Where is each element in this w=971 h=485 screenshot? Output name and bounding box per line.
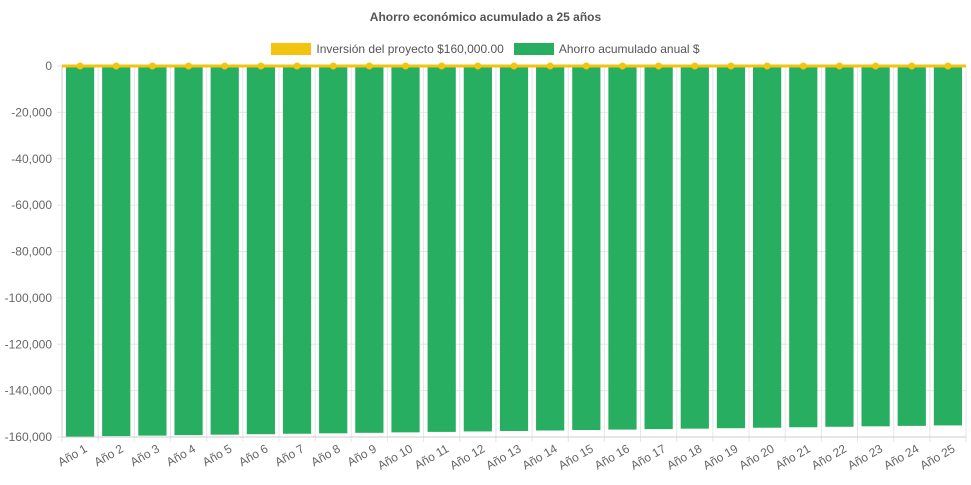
y-tick-label: -140,000	[5, 384, 53, 398]
x-tick-label: Año 25	[917, 441, 957, 472]
bar	[680, 66, 709, 429]
line-point	[727, 62, 735, 70]
legend-label-savings: Ahorro acumulado anual $	[558, 42, 700, 56]
x-tick-label: Año 13	[484, 441, 524, 472]
bar	[644, 66, 673, 430]
x-tick-label: Año 18	[664, 441, 704, 472]
line-point	[221, 62, 229, 70]
legend: Inversión del proyecto $160,000.00 Ahorr…	[0, 42, 971, 56]
bar	[65, 66, 95, 437]
line-point	[112, 62, 120, 70]
x-tick-label: Año 5	[200, 441, 234, 469]
legend-item-investment[interactable]: Inversión del proyecto $160,000.00	[271, 42, 504, 56]
x-tick-label: Año 2	[92, 441, 126, 469]
x-tick-label: Año 20	[737, 441, 777, 472]
y-tick-label: -20,000	[11, 105, 52, 119]
line-point	[185, 62, 193, 70]
line-point	[257, 62, 265, 70]
line-point	[293, 62, 301, 70]
bar	[355, 66, 384, 433]
x-tick-label: Año 14	[520, 441, 560, 472]
bar	[174, 66, 203, 436]
y-tick-label: -60,000	[11, 198, 52, 212]
bar	[391, 66, 420, 433]
bar	[210, 66, 239, 435]
line-point	[329, 62, 337, 70]
legend-swatch-investment	[271, 43, 312, 55]
line-point	[365, 62, 373, 70]
line-point	[148, 62, 156, 70]
line-point	[618, 62, 626, 70]
line-point	[655, 62, 663, 70]
bar	[102, 66, 131, 437]
bar	[319, 66, 348, 434]
line-point	[763, 62, 771, 70]
bar	[608, 66, 637, 430]
x-tick-label: Año 1	[55, 441, 89, 469]
x-tick-label: Año 12	[447, 441, 487, 472]
y-tick-label: -120,000	[5, 337, 53, 351]
chart-title: Ahorro económico acumulado a 25 años	[369, 10, 602, 24]
x-tick-label: Año 7	[272, 441, 306, 469]
x-tick-label: Año 10	[375, 441, 415, 472]
x-tick-label: Año 23	[845, 441, 885, 472]
y-tick-label: 0	[45, 59, 52, 73]
x-tick-label: Año 11	[412, 441, 451, 472]
x-tick-label: Año 15	[556, 441, 596, 472]
x-tick-label: Año 17	[628, 441, 668, 472]
y-tick-label: -40,000	[11, 152, 52, 166]
line-point	[438, 62, 446, 70]
x-tick-label: Año 9	[345, 441, 379, 469]
bar	[282, 66, 312, 434]
bar	[463, 66, 492, 432]
line-point	[474, 62, 482, 70]
bar	[427, 66, 456, 432]
y-tick-label: -100,000	[5, 291, 53, 305]
x-tick-label: Año 19	[701, 441, 741, 472]
line-point	[835, 62, 843, 70]
y-tick-label: -80,000	[11, 245, 52, 259]
bar	[138, 66, 167, 436]
line-point	[76, 62, 84, 70]
legend-item-savings[interactable]: Ahorro acumulado anual $	[513, 42, 700, 56]
bar	[789, 66, 818, 428]
line-point	[546, 62, 554, 70]
line-point	[944, 62, 952, 70]
line-point	[799, 62, 807, 70]
line-point	[872, 62, 880, 70]
bar	[897, 66, 926, 426]
x-tick-label: Año 3	[128, 441, 162, 469]
line-point	[691, 62, 699, 70]
bar	[716, 66, 746, 429]
x-tick-label: Año 16	[592, 441, 632, 472]
x-tick-label: Año 6	[236, 441, 270, 469]
bar	[536, 66, 565, 431]
bar	[933, 66, 963, 426]
legend-swatch-savings	[513, 43, 554, 55]
line-point	[510, 62, 518, 70]
bar	[825, 66, 854, 427]
x-tick-label: Año 22	[809, 441, 849, 472]
legend-label-investment: Inversión del proyecto $160,000.00	[316, 42, 504, 56]
line-point	[908, 62, 916, 70]
bar	[861, 66, 890, 427]
bar	[499, 66, 529, 431]
bar	[246, 66, 275, 435]
line-point	[582, 62, 590, 70]
line-point	[402, 62, 410, 70]
y-tick-label: -160,000	[5, 430, 53, 444]
x-tick-label: Año 24	[881, 441, 921, 472]
bar	[572, 66, 601, 431]
x-tick-label: Año 21	[773, 441, 813, 472]
bar	[753, 66, 782, 428]
x-tick-label: Año 8	[309, 441, 343, 469]
x-tick-label: Año 4	[164, 441, 198, 469]
